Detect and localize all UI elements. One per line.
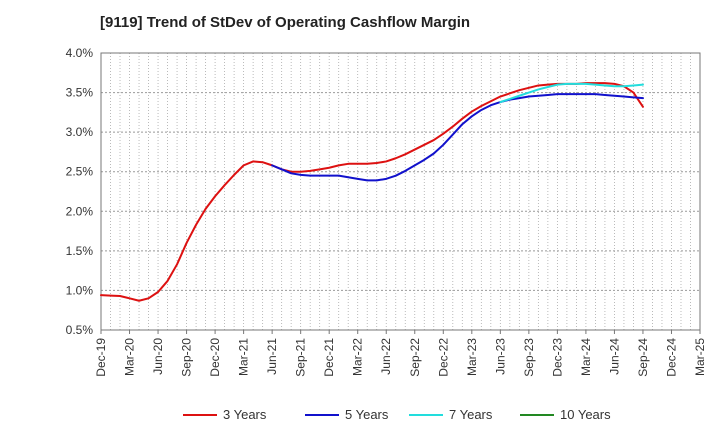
- x-tick-label: Jun-24: [607, 338, 621, 375]
- x-tick-label: Jun-22: [379, 338, 393, 375]
- series-line-5-years: [271, 93, 644, 182]
- x-tick-label: Mar-21: [237, 338, 251, 376]
- legend-label: 5 Years: [345, 407, 389, 422]
- x-tick-label: Dec-23: [550, 338, 564, 377]
- x-tick-label: Mar-23: [465, 338, 479, 376]
- y-tick-label: 3.0%: [66, 125, 94, 139]
- y-tick-label: 3.5%: [66, 86, 94, 100]
- x-tick-label: Mar-22: [351, 338, 365, 376]
- x-tick-label: Mar-24: [579, 338, 593, 376]
- legend-label: 7 Years: [449, 407, 493, 422]
- y-tick-label: 2.0%: [66, 204, 94, 218]
- x-tick-label: Sep-22: [408, 338, 422, 377]
- series-line-7-years: [499, 82, 644, 104]
- x-tick-label: Dec-24: [664, 338, 678, 377]
- y-tick-label: 1.0%: [66, 283, 94, 297]
- plot-area: [101, 53, 700, 330]
- legend-label: 3 Years: [223, 407, 267, 422]
- x-tick-label: Dec-21: [322, 338, 336, 377]
- x-tick-label: Sep-20: [180, 338, 194, 377]
- x-tick-label: Dec-20: [208, 338, 222, 377]
- x-tick-label: Dec-22: [436, 338, 450, 377]
- x-tick-label: Mar-25: [693, 338, 707, 376]
- x-tick-label: Jun-23: [493, 338, 507, 375]
- x-tick-label: Jun-21: [265, 338, 279, 375]
- x-tick-label: Mar-20: [123, 338, 137, 376]
- y-tick-label: 4.0%: [66, 46, 94, 60]
- x-tick-label: Sep-24: [636, 338, 650, 377]
- plot-frame: [100, 52, 701, 331]
- x-tick-label: Jun-20: [151, 338, 165, 375]
- chart-title: [9119] Trend of StDev of Operating Cashf…: [100, 14, 471, 31]
- legend-label: 10 Years: [560, 407, 611, 422]
- x-tick-label: Dec-19: [94, 338, 108, 377]
- x-tick-label: Sep-23: [522, 338, 536, 377]
- y-tick-label: 0.5%: [66, 323, 94, 337]
- series-line-3-years: [100, 82, 644, 302]
- x-tick-label: Sep-21: [294, 338, 308, 377]
- y-tick-label: 2.5%: [66, 165, 94, 179]
- y-tick-label: 1.5%: [66, 244, 94, 258]
